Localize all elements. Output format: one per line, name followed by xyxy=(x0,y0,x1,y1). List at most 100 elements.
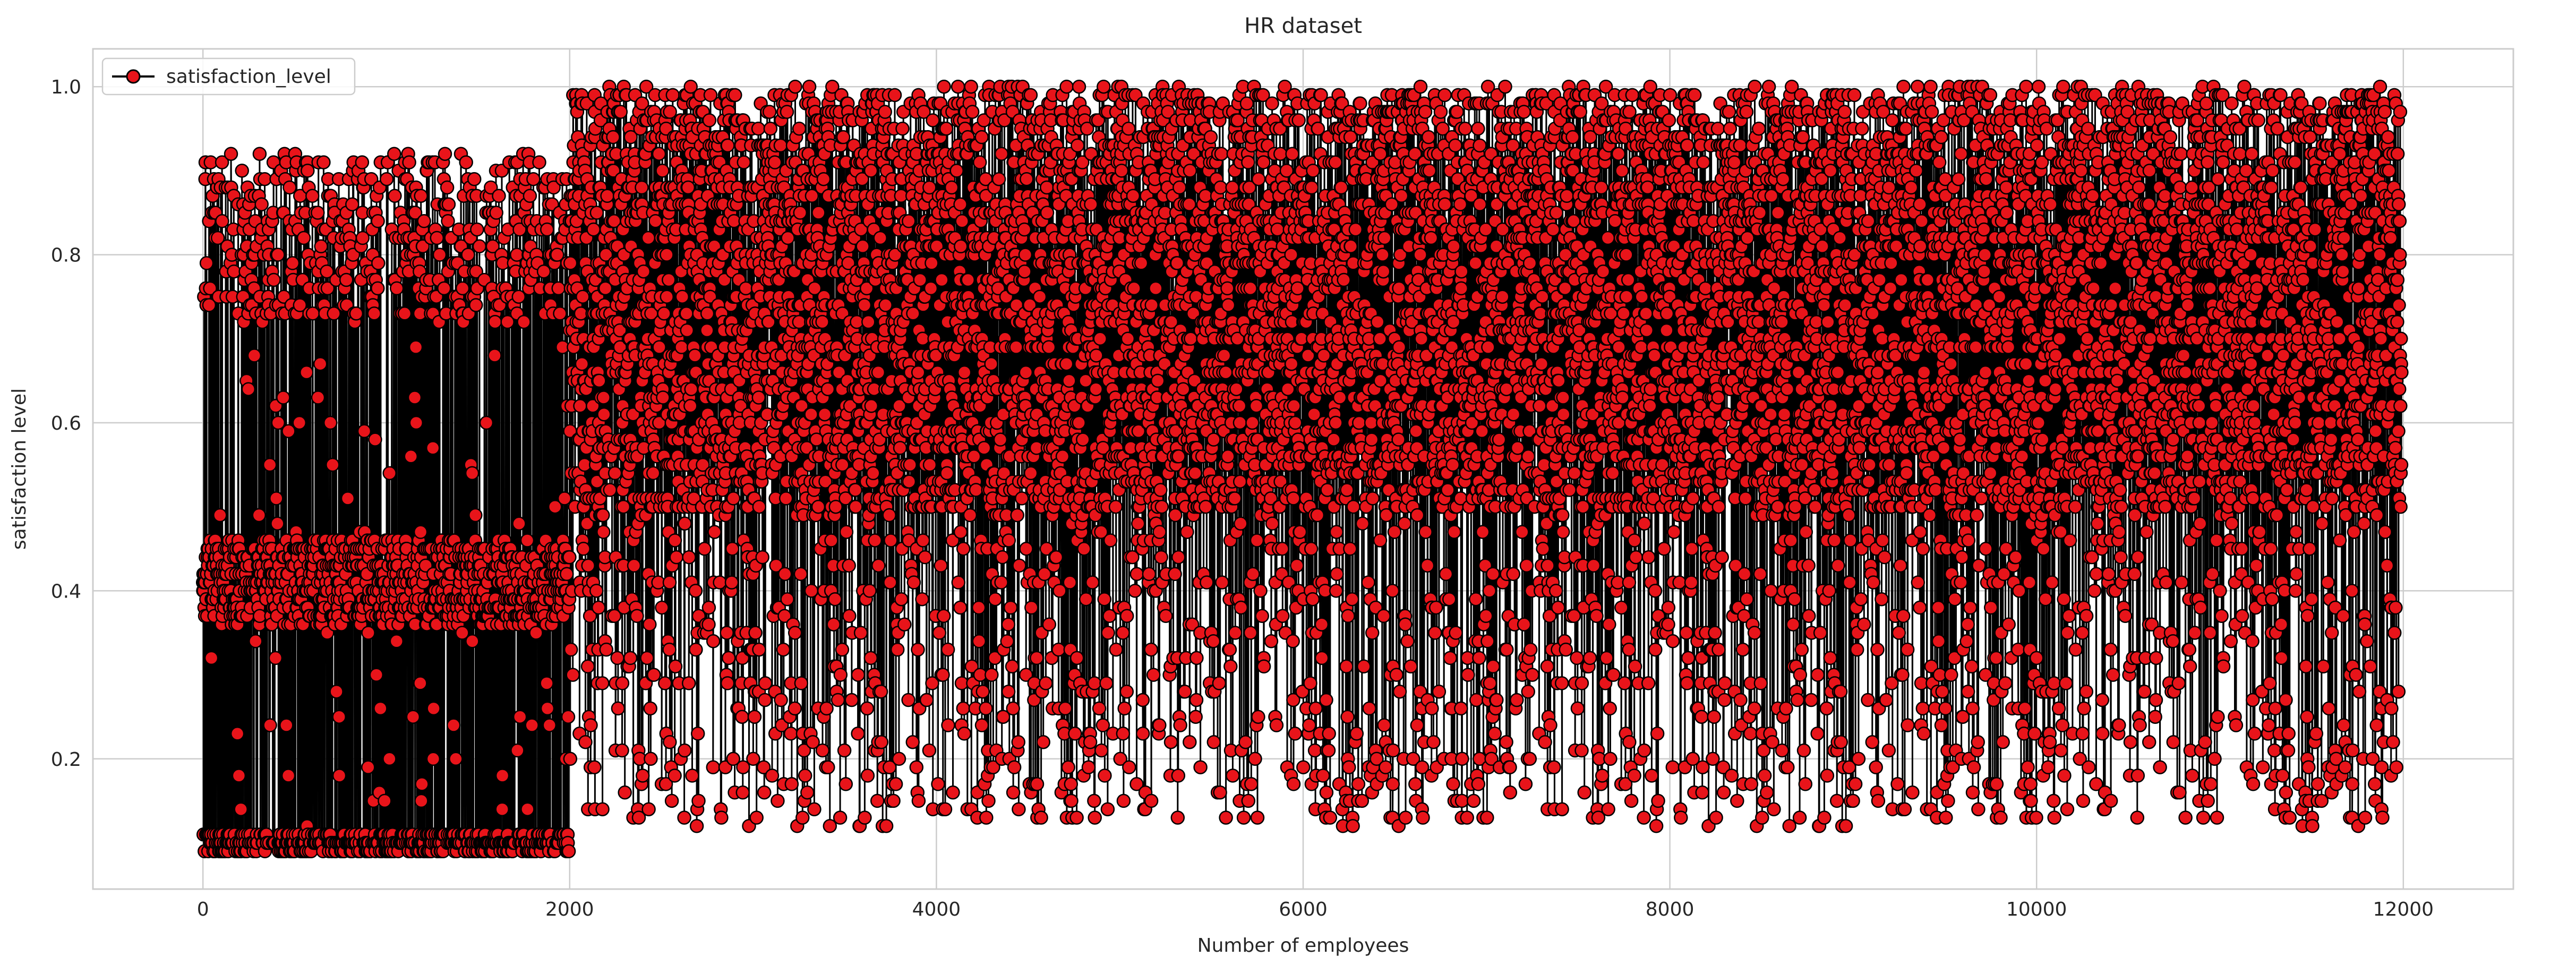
data-point-marker xyxy=(785,778,798,790)
data-point-marker xyxy=(371,282,384,295)
data-point-marker xyxy=(414,677,426,689)
data-point-marker xyxy=(656,601,669,614)
data-point-marker xyxy=(543,719,556,732)
data-point-marker xyxy=(958,366,971,379)
data-point-marker xyxy=(933,627,946,639)
data-point-marker xyxy=(794,568,807,581)
data-point-marker xyxy=(894,441,906,454)
data-point-marker xyxy=(935,559,947,572)
data-point-marker xyxy=(675,341,688,354)
data-point-marker xyxy=(1095,744,1108,757)
data-point-marker xyxy=(865,399,878,412)
data-point-marker xyxy=(966,106,979,118)
data-point-marker xyxy=(637,265,650,278)
data-point-marker xyxy=(666,89,679,101)
data-point-marker xyxy=(947,786,960,799)
data-point-marker xyxy=(513,517,526,530)
data-point-marker xyxy=(388,148,400,160)
data-point-marker xyxy=(438,282,450,295)
data-point-marker xyxy=(1060,80,1073,93)
data-point-marker xyxy=(771,795,784,807)
data-point-marker xyxy=(1062,761,1075,774)
data-point-marker xyxy=(707,761,720,774)
data-point-marker xyxy=(669,660,682,673)
data-point-marker xyxy=(834,669,847,681)
data-point-marker xyxy=(952,80,964,93)
data-point-marker xyxy=(845,694,858,706)
data-point-marker xyxy=(518,315,530,328)
data-point-marker xyxy=(249,635,262,647)
data-point-marker xyxy=(920,694,933,706)
data-point-marker xyxy=(980,702,992,715)
data-point-marker xyxy=(700,324,713,337)
data-point-marker xyxy=(1007,786,1020,799)
data-point-marker xyxy=(793,122,806,135)
data-point-marker xyxy=(801,786,814,799)
data-point-marker xyxy=(752,391,765,404)
data-point-marker xyxy=(442,215,455,227)
data-point-marker xyxy=(418,215,431,227)
data-point-marker xyxy=(789,80,802,93)
data-point-marker xyxy=(861,702,874,715)
data-point-marker xyxy=(564,257,577,269)
data-point-marker xyxy=(1088,677,1101,689)
data-point-marker xyxy=(780,492,792,505)
data-point-marker xyxy=(644,702,657,715)
data-point-marker xyxy=(280,719,293,732)
data-point-marker xyxy=(541,702,554,715)
data-point-marker xyxy=(895,593,908,605)
data-point-marker xyxy=(663,736,676,748)
data-point-marker xyxy=(521,803,534,816)
data-point-marker xyxy=(982,795,995,807)
data-point-marker xyxy=(843,559,855,572)
data-point-marker xyxy=(758,786,771,799)
data-point-marker xyxy=(834,812,846,824)
data-point-marker xyxy=(682,677,695,689)
data-point-marker xyxy=(1060,357,1073,370)
data-point-marker xyxy=(735,711,748,723)
data-point-marker xyxy=(514,711,526,723)
data-point-marker xyxy=(1065,778,1077,790)
data-point-marker xyxy=(958,727,971,740)
data-point-marker xyxy=(942,719,955,732)
data-point-marker xyxy=(585,719,597,732)
data-point-marker xyxy=(879,106,892,118)
data-point-marker xyxy=(683,551,696,564)
data-point-marker xyxy=(803,80,816,93)
data-point-marker xyxy=(242,383,255,396)
data-point-marker xyxy=(642,232,655,244)
data-point-marker xyxy=(663,643,676,656)
data-point-marker xyxy=(912,795,925,807)
data-point-marker xyxy=(607,131,620,143)
data-point-marker xyxy=(857,240,869,253)
data-point-marker xyxy=(661,291,673,303)
data-point-marker xyxy=(489,349,501,362)
data-point-marker xyxy=(689,349,701,362)
data-point-marker xyxy=(314,357,327,370)
data-point-marker xyxy=(312,391,324,404)
data-point-marker xyxy=(872,559,885,572)
data-point-marker xyxy=(1030,652,1043,664)
data-point-marker xyxy=(796,812,809,824)
data-point-marker xyxy=(777,643,790,656)
data-point-marker xyxy=(480,416,493,429)
data-point-marker xyxy=(372,215,384,227)
data-point-marker xyxy=(891,643,904,656)
data-point-marker xyxy=(1101,803,1114,816)
data-point-marker xyxy=(748,711,761,723)
data-point-marker xyxy=(888,89,901,101)
data-point-marker xyxy=(333,711,346,723)
data-point-marker xyxy=(388,190,401,202)
data-point-marker xyxy=(616,744,629,757)
data-point-marker xyxy=(407,711,420,723)
data-point-marker xyxy=(747,753,759,765)
data-point-marker xyxy=(293,416,306,429)
data-point-marker xyxy=(840,778,852,790)
data-point-marker xyxy=(678,744,691,757)
data-point-marker xyxy=(590,584,603,597)
data-point-marker xyxy=(272,416,285,429)
data-point-marker xyxy=(805,408,818,421)
data-point-marker xyxy=(729,89,741,101)
data-point-marker xyxy=(1020,173,1033,185)
